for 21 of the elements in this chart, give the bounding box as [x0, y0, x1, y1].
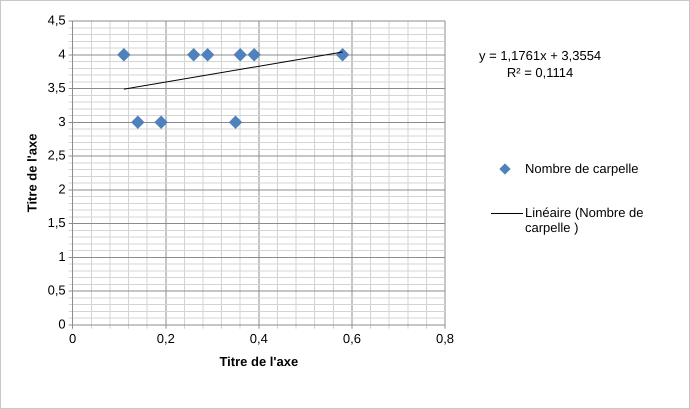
text: y = 1,1761x + 3,3554 [479, 47, 602, 64]
x-tick-label: 0 [69, 331, 76, 346]
y-tick-label: 2 [58, 181, 66, 196]
x-tick-label: 0,4 [250, 331, 268, 346]
y-tick-label: 0 [58, 316, 66, 332]
legend-label: Linéaire (Nombre de carpelle ) [525, 205, 645, 235]
y-axis-title: Titre de l'axe [24, 134, 40, 212]
text: R² = 0,1114 [506, 64, 574, 81]
y-tick-label: 3,5 [48, 80, 66, 96]
legend-label: Nombre de carpelle [525, 161, 638, 176]
y-tick-label: 4 [58, 46, 66, 62]
y-tick-label: 0,5 [48, 282, 66, 298]
y-tick-label: 1 [58, 248, 66, 264]
x-tick-label: 0,8 [436, 331, 454, 346]
y-tick-label: 4,5 [48, 12, 66, 28]
x-tick-label: 0,2 [156, 331, 175, 346]
x-axis-title: Titre de l'axe [219, 354, 298, 369]
y-tick-label: 2,5 [48, 148, 66, 163]
y-tick-label: 3 [58, 114, 66, 129]
y-tick-label: 1,5 [48, 215, 66, 230]
x-tick-label: 0,6 [342, 331, 361, 346]
